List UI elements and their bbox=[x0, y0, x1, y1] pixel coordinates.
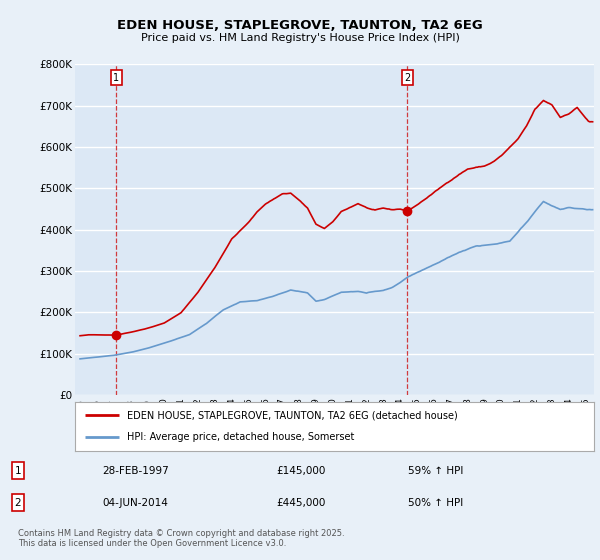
Text: 2: 2 bbox=[404, 73, 410, 83]
Text: Contains HM Land Registry data © Crown copyright and database right 2025.
This d: Contains HM Land Registry data © Crown c… bbox=[18, 529, 344, 548]
Text: £145,000: £145,000 bbox=[276, 465, 325, 475]
Text: 59% ↑ HPI: 59% ↑ HPI bbox=[408, 465, 463, 475]
Text: 04-JUN-2014: 04-JUN-2014 bbox=[102, 498, 168, 507]
Text: Price paid vs. HM Land Registry's House Price Index (HPI): Price paid vs. HM Land Registry's House … bbox=[140, 33, 460, 43]
Text: HPI: Average price, detached house, Somerset: HPI: Average price, detached house, Some… bbox=[127, 432, 354, 442]
Text: 50% ↑ HPI: 50% ↑ HPI bbox=[408, 498, 463, 507]
Text: 1: 1 bbox=[14, 465, 22, 475]
Text: EDEN HOUSE, STAPLEGROVE, TAUNTON, TA2 6EG (detached house): EDEN HOUSE, STAPLEGROVE, TAUNTON, TA2 6E… bbox=[127, 410, 458, 421]
Text: 1: 1 bbox=[113, 73, 119, 83]
Text: £445,000: £445,000 bbox=[276, 498, 325, 507]
Text: 28-FEB-1997: 28-FEB-1997 bbox=[102, 465, 169, 475]
Text: EDEN HOUSE, STAPLEGROVE, TAUNTON, TA2 6EG: EDEN HOUSE, STAPLEGROVE, TAUNTON, TA2 6E… bbox=[117, 18, 483, 32]
Text: 2: 2 bbox=[14, 498, 22, 507]
